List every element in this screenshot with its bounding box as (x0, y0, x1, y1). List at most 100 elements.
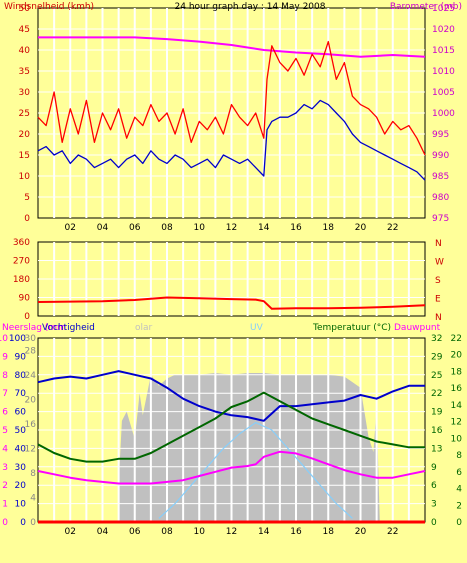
solar-tick: 30 (25, 334, 37, 344)
wind-speed-tick: 50 (19, 4, 31, 14)
humidity-tick: 0 (20, 518, 26, 528)
wind-panel-x-tick: 04 (97, 223, 109, 233)
wind-speed-tick: 45 (19, 25, 30, 35)
solar-tick: 20 (25, 395, 37, 405)
wind-panel-x-tick: 20 (355, 223, 367, 233)
climate-panel-x-tick: 14 (258, 527, 270, 537)
solar-tick: 28 (25, 346, 37, 356)
wind-speed-tick: 25 (19, 109, 30, 119)
barometer-tick: 975 (432, 214, 449, 224)
wind-speed-tick: 10 (19, 172, 31, 182)
wind-panel-x-tick: 22 (387, 223, 398, 233)
barometer-tick: 1010 (432, 67, 455, 77)
dewpoint-tick: 8 (456, 451, 462, 461)
dewpoint-tick: 16 (451, 384, 463, 394)
solar-radiation-area (118, 373, 380, 522)
direction-degree-tick: 0 (24, 312, 30, 322)
direction-degree-tick: 360 (13, 238, 30, 248)
dewpoint-tick: 10 (451, 434, 463, 444)
wind-speed-tick: 30 (19, 88, 31, 98)
dewpoint-tick: 6 (456, 468, 462, 478)
rain-tick: 6 (2, 408, 8, 418)
humidity-tick: 20 (15, 481, 27, 491)
barometer-tick: 1005 (432, 88, 455, 98)
humidity-tick: 10 (15, 500, 27, 510)
compass-tick: N (435, 239, 442, 249)
climate-panel-x-tick: 12 (226, 527, 237, 537)
temperature-tick: 29 (431, 352, 443, 362)
temperature-tick: 16 (431, 426, 443, 436)
wind-panel-x-tick: 10 (194, 223, 206, 233)
compass-tick: S (435, 276, 441, 286)
humidity-tick: 70 (15, 389, 27, 399)
solar-tick: 0 (30, 518, 36, 528)
direction-degree-tick: 180 (13, 275, 30, 285)
climate-series-label: Vochtigheid (42, 323, 95, 333)
climate-panel-x-tick: 08 (161, 527, 173, 537)
rain-tick: 7 (2, 389, 8, 399)
temperature-tick: 22 (431, 389, 442, 399)
direction-degree-tick: 90 (19, 294, 31, 304)
humidity-tick: 50 (15, 426, 27, 436)
dewpoint-tick: 4 (456, 485, 462, 495)
wind-panel-x-tick: 16 (290, 223, 302, 233)
barometer-tick: 1020 (432, 25, 455, 35)
temperature-tick: 0 (431, 518, 437, 528)
rain-tick: 3 (2, 463, 8, 473)
rain-tick: 4 (2, 444, 8, 454)
barometer-tick: 990 (432, 151, 449, 161)
wind-panel-x-tick: 18 (323, 223, 335, 233)
uv-index-line (158, 422, 353, 519)
solar-tick: 16 (25, 420, 37, 430)
solar-tick: 12 (25, 444, 36, 454)
climate-panel-x-tick: 02 (65, 527, 76, 537)
wind-panel-x-tick: 08 (161, 223, 173, 233)
rain-tick: 2 (2, 481, 8, 491)
temperature-tick: 9 (431, 463, 437, 473)
climate-panel-x-tick: 10 (194, 527, 206, 537)
temperature-tick: 3 (431, 500, 437, 510)
wind-gust-line (37, 40, 426, 156)
climate-panel-x-tick: 18 (323, 527, 335, 537)
climate-panel-x-tick: 06 (129, 527, 141, 537)
barometer-line (38, 36, 426, 58)
wind-panel-x-tick: 02 (65, 223, 76, 233)
solar-tick: 8 (30, 469, 36, 479)
temperature-tick: 19 (431, 408, 443, 418)
rain-tick: 9 (2, 352, 8, 362)
rain-tick: 8 (2, 371, 8, 381)
compass-tick: N (435, 313, 442, 323)
humidity-tick: 80 (15, 371, 27, 381)
dewpoint-tick: 14 (451, 401, 463, 411)
solar-tick: 24 (25, 371, 37, 381)
wind-average-line (37, 99, 426, 181)
rain-tick: 5 (2, 426, 8, 436)
barometer-tick: 980 (432, 193, 449, 203)
wind-panel-x-tick: 12 (226, 223, 237, 233)
wind-direction-line (37, 296, 426, 310)
climate-panel-x-tick: 22 (387, 527, 398, 537)
climate-series-label: Neerslag (mm (2, 323, 66, 333)
temperature-line (37, 391, 425, 463)
wind-speed-tick: 20 (19, 130, 31, 140)
humidity-tick: 100 (9, 334, 26, 344)
temperature-tick: 13 (431, 444, 442, 454)
climate-series-label: Temperatuur (°C) (312, 323, 391, 333)
rain-tick: 1 (2, 500, 8, 510)
humidity-tick: 30 (15, 463, 27, 473)
dewpoint-tick: 18 (451, 367, 463, 377)
rain-tick: 0 (2, 518, 8, 528)
wind-speed-tick: 5 (24, 193, 30, 203)
wind-panel-x-tick: 06 (129, 223, 141, 233)
humidity-tick: 60 (15, 408, 27, 418)
climate-panel-x-tick: 20 (355, 527, 367, 537)
rain-tick: 10 (0, 334, 8, 344)
climate-series-label: olar (135, 323, 153, 333)
barometer-tick: 1025 (432, 4, 455, 14)
climate-panel-x-tick: 04 (97, 527, 109, 537)
barometer-tick: 985 (432, 172, 449, 182)
barometer-tick: 1015 (432, 46, 455, 56)
dewpoint-line (37, 450, 426, 485)
wind-speed-tick: 0 (24, 214, 30, 224)
